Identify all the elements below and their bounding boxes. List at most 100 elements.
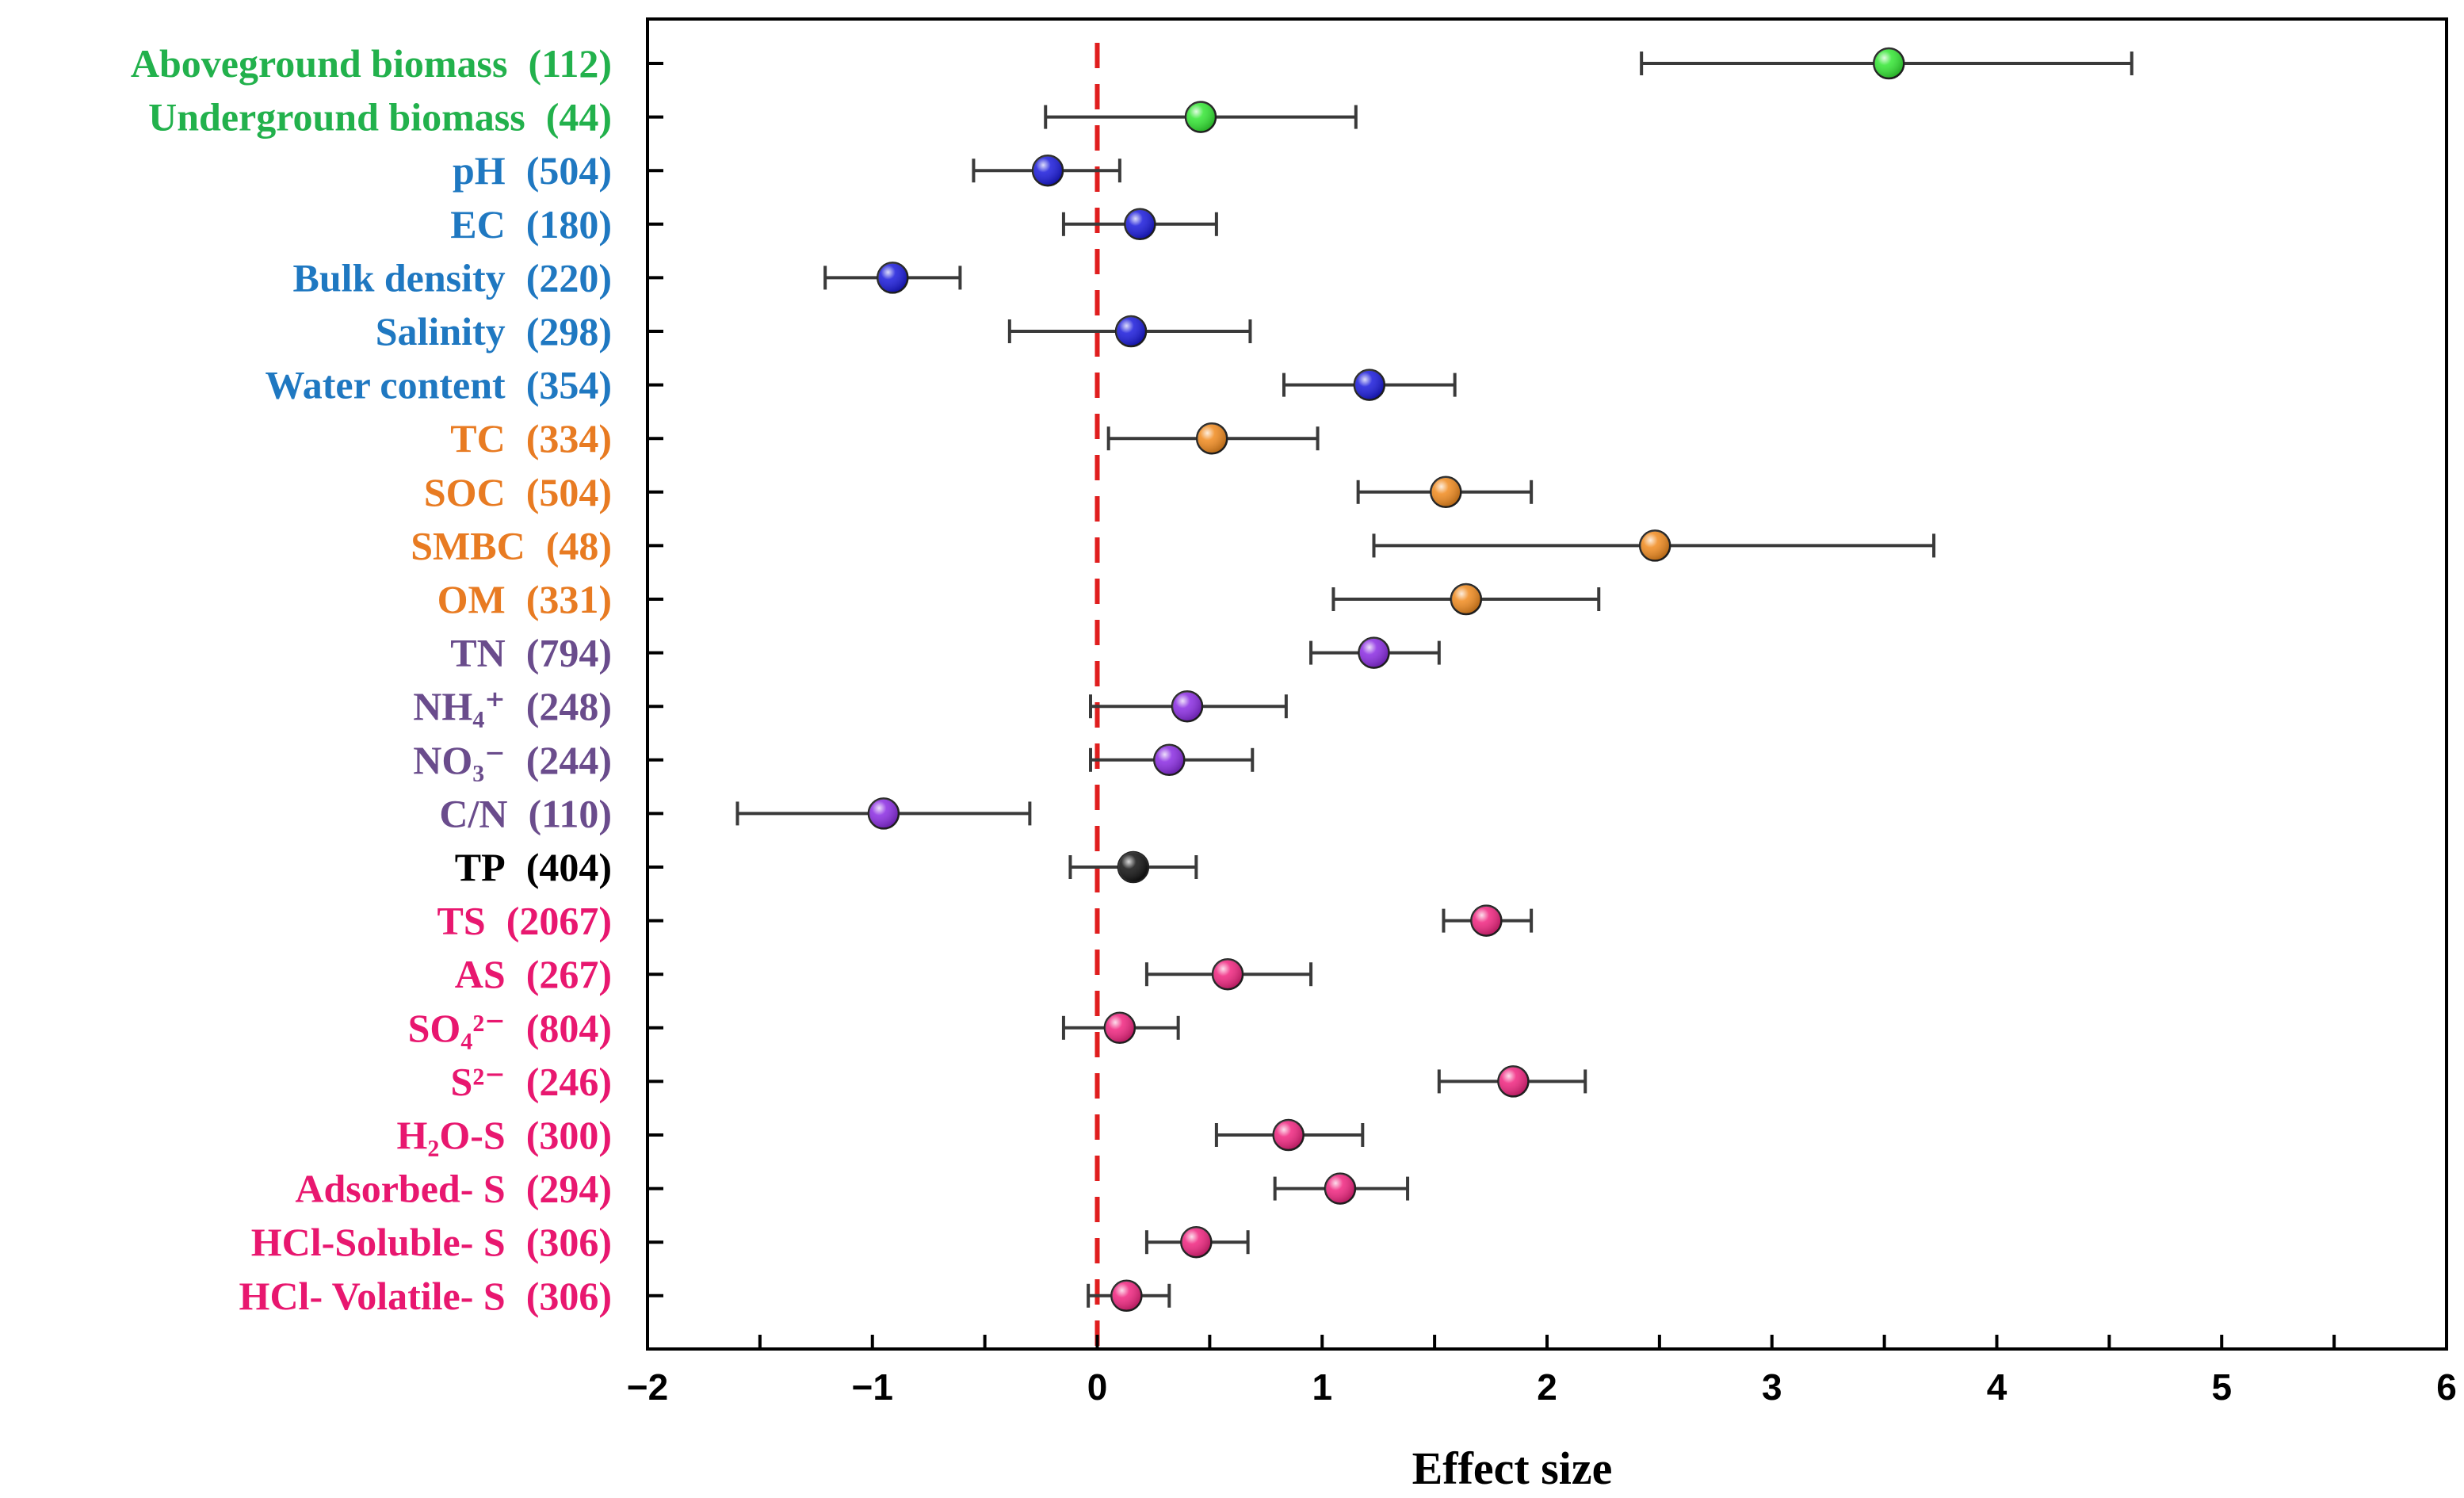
row-label-name: Salinity bbox=[376, 309, 506, 353]
effect-point bbox=[1470, 904, 1503, 937]
effect-point-shine bbox=[1431, 476, 1461, 507]
effect-point-shine bbox=[877, 262, 908, 293]
effect-point bbox=[877, 262, 909, 294]
row-label-count: (504) bbox=[526, 470, 612, 514]
row-label-name: pH bbox=[453, 148, 506, 193]
row-label: TS (2067) bbox=[437, 899, 612, 943]
row-label: Bulk density (220) bbox=[293, 255, 612, 300]
row-label: HCl- Volatile- S (306) bbox=[239, 1274, 612, 1318]
effect-point bbox=[1031, 154, 1064, 187]
row-label: Underground biomass (44) bbox=[148, 95, 612, 139]
x-tick-label: 4 bbox=[1987, 1366, 2007, 1408]
effect-point-shine bbox=[1181, 1227, 1212, 1258]
row-label-name: AS bbox=[455, 952, 506, 996]
x-tick-label: 6 bbox=[2436, 1366, 2457, 1408]
row-label-count: (248) bbox=[526, 684, 612, 728]
row-label-count: (244) bbox=[526, 738, 612, 782]
effect-point bbox=[1171, 690, 1204, 723]
row-label: SOC (504) bbox=[424, 470, 612, 514]
effect-point bbox=[1211, 957, 1244, 991]
row-label-name: H₂O-S bbox=[396, 1113, 505, 1157]
row-label: EC (180) bbox=[450, 202, 612, 246]
row-label-count: (334) bbox=[526, 416, 612, 460]
x-tick-label: 3 bbox=[1762, 1366, 1782, 1408]
effect-point bbox=[1324, 1172, 1357, 1205]
row-label: C/N (110) bbox=[439, 791, 612, 835]
effect-point bbox=[1873, 47, 1905, 80]
row-label-name: TP bbox=[455, 845, 506, 889]
x-tick-label: −2 bbox=[627, 1366, 668, 1408]
row-label-count: (220) bbox=[526, 255, 612, 300]
row-label-name: SMBC bbox=[411, 523, 525, 567]
row-label-count: (306) bbox=[526, 1274, 612, 1318]
effect-point bbox=[1184, 101, 1217, 133]
row-label: pH (504) bbox=[453, 148, 612, 193]
effect-point-shine bbox=[1172, 691, 1202, 722]
row-label-name: SO₄²⁻ bbox=[408, 1006, 506, 1050]
row-label-name: HCl- Volatile- S bbox=[239, 1274, 506, 1318]
row-label-name: Bulk density bbox=[293, 255, 506, 300]
row-label: Salinity (298) bbox=[376, 309, 612, 353]
plot-frame bbox=[646, 17, 2448, 1351]
row-label-count: (44) bbox=[546, 95, 612, 139]
effect-point-shine bbox=[1450, 584, 1481, 614]
effect-point-shine bbox=[1354, 369, 1385, 400]
effect-point-shine bbox=[1640, 530, 1671, 561]
x-tick-label: 5 bbox=[2211, 1366, 2232, 1408]
effect-point-shine bbox=[1104, 1012, 1135, 1043]
effect-point-shine bbox=[1117, 852, 1148, 882]
effect-point-shine bbox=[1471, 905, 1502, 936]
effect-point-shine bbox=[1358, 637, 1389, 668]
row-label-count: (294) bbox=[526, 1167, 612, 1211]
effect-point-shine bbox=[1324, 1173, 1355, 1204]
effect-point bbox=[1638, 529, 1671, 562]
x-tick-label: 2 bbox=[1537, 1366, 1557, 1408]
effect-point bbox=[1430, 476, 1462, 509]
x-tick-label: −1 bbox=[852, 1366, 893, 1408]
row-label-count: (112) bbox=[528, 41, 612, 86]
row-label-name: Water content bbox=[266, 363, 506, 407]
effect-point-shine bbox=[1154, 744, 1185, 775]
row-label: TC (334) bbox=[450, 416, 612, 460]
row-label-count: (331) bbox=[526, 577, 612, 621]
x-tick-label: 0 bbox=[1087, 1366, 1108, 1408]
row-label: NH₄⁺ (248) bbox=[413, 684, 612, 728]
row-label-count: (246) bbox=[526, 1059, 612, 1103]
row-label-name: HCl-Soluble- S bbox=[251, 1220, 506, 1264]
row-label-count: (267) bbox=[526, 952, 612, 996]
row-label-name: TC bbox=[450, 416, 505, 460]
row-label: NO₃⁻ (244) bbox=[413, 738, 612, 782]
row-label-name: Adsorbed- S bbox=[295, 1167, 505, 1211]
effect-point bbox=[1110, 1279, 1143, 1313]
effect-point bbox=[1114, 315, 1148, 348]
effect-point-shine bbox=[1125, 208, 1156, 239]
row-label-name: Underground biomass bbox=[148, 95, 525, 139]
row-label-name: TN bbox=[450, 631, 505, 675]
row-label-count: (180) bbox=[526, 202, 612, 246]
effect-point-shine bbox=[1033, 155, 1064, 186]
effect-point bbox=[1153, 743, 1186, 777]
row-label: AS (267) bbox=[455, 952, 612, 996]
row-label-name: SOC bbox=[424, 470, 506, 514]
row-label-count: (110) bbox=[528, 791, 612, 835]
row-label: Aboveground biomass (112) bbox=[131, 41, 612, 86]
effect-point bbox=[1117, 850, 1150, 884]
row-label-count: (804) bbox=[526, 1006, 612, 1050]
row-label-count: (794) bbox=[526, 631, 612, 675]
effect-point bbox=[1358, 636, 1390, 669]
row-label-count: (504) bbox=[526, 148, 612, 193]
effect-point bbox=[1180, 1225, 1213, 1259]
effect-point bbox=[1497, 1065, 1530, 1098]
effect-point bbox=[1103, 1011, 1136, 1045]
row-label-count: (306) bbox=[526, 1220, 612, 1264]
row-label: SO₄²⁻ (804) bbox=[408, 1006, 612, 1050]
row-label-name: Aboveground biomass bbox=[131, 41, 508, 86]
row-label-count: (404) bbox=[526, 845, 612, 889]
effect-point bbox=[867, 797, 900, 830]
row-label-count: (48) bbox=[546, 523, 612, 567]
effect-point bbox=[1353, 369, 1386, 401]
row-label: OM (331) bbox=[437, 577, 612, 621]
effect-point-shine bbox=[1498, 1066, 1529, 1097]
row-label: Adsorbed- S (294) bbox=[295, 1167, 612, 1211]
